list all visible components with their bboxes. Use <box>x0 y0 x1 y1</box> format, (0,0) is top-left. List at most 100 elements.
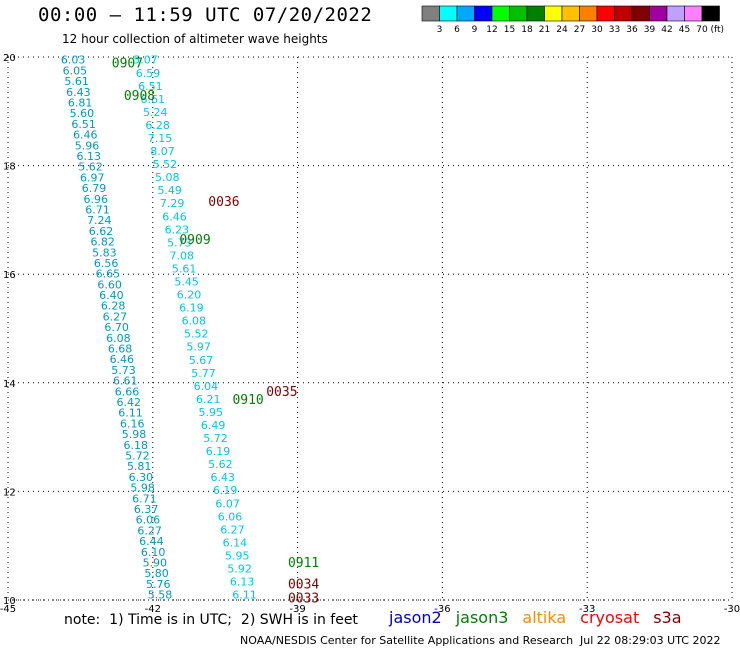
wave-height-value: 6.96 <box>83 193 108 206</box>
lat-tick-label: 20 <box>3 53 16 64</box>
wave-height-value: 5.45 <box>174 275 199 288</box>
wave-height-value: 6.06 <box>136 514 161 527</box>
pass-time-label: 0033 <box>288 591 319 606</box>
wave-height-value: 5.24 <box>143 106 168 119</box>
pass-time-label: 0911 <box>288 556 319 571</box>
wave-height-value: 5.90 <box>143 556 168 569</box>
wave-height-value: 6.66 <box>115 385 140 398</box>
legend-label: 42 <box>661 25 672 35</box>
legend-label: 45 <box>679 25 690 35</box>
credit-timestamp: Jul 22 08:29:03 UTC 2022 <box>580 634 721 647</box>
wave-height-value: 5.98 <box>122 428 147 441</box>
wave-height-value: 6.61 <box>113 375 138 388</box>
legend-label: 33 <box>609 25 620 35</box>
wave-height-value: 6.71 <box>132 492 157 505</box>
pass-time-label: 0907 <box>112 56 143 71</box>
legend-label: 12 <box>486 25 497 35</box>
wave-height-value: 6.46 <box>110 353 135 366</box>
wave-height-value: 5.58 <box>148 589 173 602</box>
legend-label: 27 <box>574 25 585 35</box>
wave-height-value: 5.95 <box>198 406 223 419</box>
wave-height-value: 6.42 <box>117 396 142 409</box>
wave-height-value: 6.49 <box>201 419 226 432</box>
lon-tick-label: -30 <box>724 604 740 615</box>
wave-height-value: 6.59 <box>136 67 161 80</box>
wave-height-value: 6.30 <box>129 471 154 484</box>
pass-time-label: 0909 <box>179 233 210 248</box>
wave-height-value: 5.96 <box>75 139 100 152</box>
wave-height-value: 6.05 <box>63 64 88 77</box>
wave-height-value: 6.79 <box>82 182 107 195</box>
satellite-cryosat: cryosat <box>580 608 640 627</box>
wave-height-value: 6.28 <box>145 119 170 132</box>
wave-height-value: 6.07 <box>215 497 240 510</box>
pass-time-label: 0035 <box>266 385 297 400</box>
legend-label: 9 <box>472 25 478 35</box>
wave-height-value: 6.08 <box>106 332 131 345</box>
pass-time-label: 0908 <box>124 89 155 104</box>
wave-height-value: 6.04 <box>194 380 219 393</box>
footer-note: note: 1) Time is in UTC; 2) SWH is in fe… <box>64 612 358 628</box>
legend-unit: (ft) <box>710 25 724 35</box>
wave-height-value: 7.15 <box>148 132 173 145</box>
wave-height-value: 5.73 <box>111 364 136 377</box>
wave-height-value: 6.20 <box>177 289 202 302</box>
wave-height-value: 6.13 <box>230 576 255 589</box>
wave-height-value: 6.46 <box>162 210 187 223</box>
legend-label: 24 <box>556 25 568 35</box>
credit-line: NOAA/NESDIS Center for Satellite Applica… <box>240 634 574 647</box>
wave-height-value: 5.72 <box>203 432 228 445</box>
wave-height-value: 6.51 <box>138 80 163 93</box>
legend-label: 15 <box>504 25 515 35</box>
wave-height-value: 5.83 <box>92 246 117 259</box>
wave-height-value: 5.72 <box>125 450 150 463</box>
wave-height-value: 6.56 <box>94 257 119 270</box>
wave-height-value: 5.52 <box>153 158 178 171</box>
wave-height-value: 6.19 <box>179 302 204 315</box>
page-title: 00:00 – 11:59 UTC 07/20/2022 <box>38 4 373 26</box>
legend-label: 39 <box>644 25 656 35</box>
wave-height-value: 7.24 <box>87 214 112 227</box>
wave-height-value: 6.27 <box>220 523 245 536</box>
wave-height-value: 6.62 <box>89 225 114 238</box>
wave-height-value: 5.98 <box>130 482 155 495</box>
wave-height-value: 6.13 <box>77 150 102 163</box>
wave-height-value: 6.14 <box>223 536 248 549</box>
legend-swatch <box>701 5 720 22</box>
wave-height-value: 6.27 <box>103 310 128 323</box>
wave-height-value: 5.07 <box>133 54 158 67</box>
wave-height-value: 6.97 <box>80 171 105 184</box>
lon-tick-label: -33 <box>579 604 595 615</box>
wave-height-value: 5.92 <box>227 562 252 575</box>
wave-height-value: 7.08 <box>170 249 195 262</box>
wave-height-value: 6.11 <box>118 407 143 420</box>
wave-height-value: 6.68 <box>108 343 133 356</box>
wave-height-value: 6.19 <box>206 445 231 458</box>
wave-height-value: 6.16 <box>120 417 145 430</box>
wave-height-value: 6.06 <box>218 510 243 523</box>
pass-time-label: 0034 <box>288 578 319 593</box>
wave-height-value: 6.44 <box>139 535 164 548</box>
wave-height-value: 5.60 <box>70 107 95 120</box>
lat-tick-label: 16 <box>3 270 16 281</box>
wave-height-value: 6.18 <box>123 439 148 452</box>
wave-height-value: 5.61 <box>64 75 89 88</box>
pass-time-label: 0036 <box>208 195 239 210</box>
wave-height-value: 6.37 <box>134 503 159 516</box>
pass-time-label: 0910 <box>232 393 263 408</box>
wave-height-value: 6.21 <box>196 393 221 406</box>
legend-label: 36 <box>626 25 638 35</box>
wave-height-value: 6.43 <box>211 471 236 484</box>
wave-height-value: 5.52 <box>184 328 209 341</box>
lat-tick-label: 14 <box>3 379 16 390</box>
lon-tick-label: -42 <box>145 604 161 615</box>
legend-label: 6 <box>454 25 460 35</box>
wave-height-value: 5.76 <box>146 578 171 591</box>
wave-height-value: 6.61 <box>141 93 166 106</box>
satellite-jason2: jason2 <box>389 608 442 627</box>
color-scale-legend: 3 6 9 12 15 18 21 24 27 30 33 36 39 42 45 70 (ft) <box>421 5 724 35</box>
wave-height-value: 5.77 <box>191 367 216 380</box>
lon-tick-label: -45 <box>0 604 16 615</box>
wave-height-value: 6.82 <box>90 236 115 249</box>
